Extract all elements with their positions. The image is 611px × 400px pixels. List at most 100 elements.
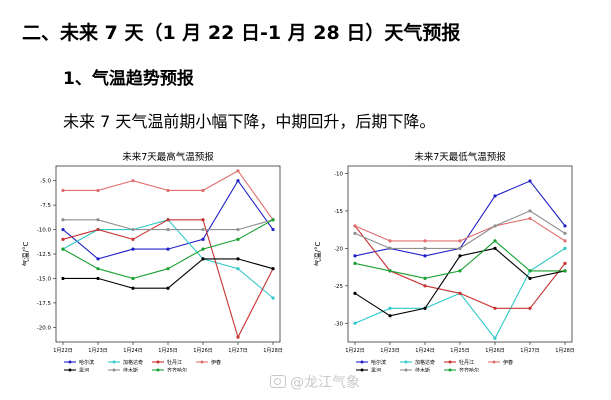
- data-point: [563, 261, 567, 265]
- data-point: [201, 257, 205, 261]
- series-3: [353, 216, 567, 243]
- data-point: [458, 239, 462, 243]
- data-point: [353, 254, 357, 258]
- x-tick-label: 1月24日: [415, 348, 435, 354]
- data-point: [131, 237, 135, 241]
- legend-label: 加格达奇: [123, 359, 143, 366]
- series-line: [63, 258, 274, 289]
- data-point: [96, 227, 100, 232]
- legend-marker: [360, 360, 364, 364]
- data-point: [528, 269, 532, 273]
- y-tick-label: -10.0: [37, 228, 52, 234]
- camera-icon: [270, 375, 286, 388]
- data-point: [236, 257, 240, 261]
- data-point: [96, 218, 100, 222]
- summary-paragraph: 未来 7 天气温前期小幅下降，中期回升，后期下降。: [63, 112, 436, 131]
- legend-marker: [68, 368, 72, 372]
- data-point: [96, 267, 100, 271]
- y-tick-label: -17.5: [37, 301, 52, 307]
- y-tick-label: -10: [334, 171, 343, 177]
- data-point: [493, 246, 497, 250]
- data-point: [96, 276, 100, 281]
- legend-marker: [112, 360, 116, 364]
- legend-marker: [200, 360, 204, 364]
- y-axis-label: 气温/°C: [313, 242, 322, 267]
- series-line: [354, 217, 566, 242]
- x-tick-label: 1月22日: [345, 348, 365, 354]
- data-point: [61, 276, 65, 281]
- x-tick-label: 1月28日: [555, 348, 575, 354]
- data-point: [528, 276, 532, 280]
- data-point: [271, 227, 275, 232]
- series-2: [353, 224, 567, 310]
- data-point: [493, 336, 497, 340]
- data-point: [493, 239, 497, 243]
- series-line: [62, 219, 274, 299]
- data-point: [563, 239, 567, 243]
- x-tick-label: 1月27日: [228, 348, 248, 354]
- data-point: [388, 314, 392, 318]
- legend-label: 牡丹江: [167, 359, 182, 366]
- y-tick-label: -20: [334, 246, 343, 252]
- data-point: [236, 169, 240, 173]
- section-heading: 二、未来 7 天（1 月 22 日-1 月 28 日）天气预报: [22, 22, 461, 44]
- series-2: [61, 218, 275, 339]
- legend-label: 伊春: [503, 359, 513, 366]
- data-point: [423, 306, 427, 310]
- series-line: [354, 180, 566, 257]
- data-point: [563, 269, 567, 273]
- data-point: [166, 247, 170, 251]
- data-point: [201, 188, 205, 193]
- legend-label: 哈尔滨: [79, 359, 94, 366]
- data-point: [388, 269, 392, 273]
- series-3: [61, 169, 275, 222]
- data-point: [131, 247, 135, 251]
- data-point: [131, 179, 135, 183]
- data-point: [458, 269, 462, 273]
- data-point: [423, 246, 427, 250]
- data-point: [423, 284, 427, 288]
- legend-marker: [448, 368, 452, 372]
- min-temp-chart: 未来7天最低气温预报 -10 -15 -20 -25 -30 气温/°C 1月22日 1月23日…: [313, 151, 575, 372]
- data-point: [528, 216, 532, 221]
- data-point: [236, 179, 240, 183]
- data-point: [166, 218, 170, 222]
- legend-marker: [156, 360, 160, 364]
- data-point: [563, 246, 567, 250]
- series-line: [354, 247, 566, 317]
- series-5: [61, 218, 275, 232]
- data-point: [458, 254, 462, 258]
- x-tick-label: 1月25日: [450, 348, 470, 354]
- data-point: [528, 306, 532, 310]
- legend-label: 加格达奇: [415, 359, 435, 366]
- chart-title: 未来7天最低气温预报: [414, 151, 506, 163]
- watermark: @龙江气象: [270, 372, 360, 392]
- data-point: [131, 286, 135, 290]
- data-point: [458, 291, 462, 295]
- legend-marker: [404, 360, 408, 364]
- y-tick-label: -30: [334, 321, 343, 327]
- max-temp-chart: 未来7天最高气温预报 -5.0 -7.5 -10.0 -12.5 -15.0 -17.5 -2…: [21, 151, 283, 372]
- data-point: [96, 257, 100, 261]
- data-point: [353, 261, 357, 265]
- series-4: [353, 246, 567, 318]
- y-tick-label: -20.0: [37, 325, 52, 331]
- series-6: [353, 239, 567, 280]
- y-axis-label: 气温/°C: [21, 242, 30, 267]
- y-tick-label: -7.5: [40, 203, 51, 209]
- data-point: [563, 224, 567, 228]
- legend-label: 佳木斯: [415, 367, 430, 372]
- series-4: [61, 257, 275, 290]
- x-tick-label: 1月28日: [263, 348, 283, 354]
- data-point: [353, 231, 357, 236]
- legend-marker: [448, 360, 452, 364]
- y-tick-label: -5.0: [40, 179, 51, 185]
- series-5: [353, 209, 567, 250]
- x-tick-label: 1月23日: [88, 348, 108, 354]
- data-point: [353, 224, 357, 228]
- legend-label: 齐齐哈尔: [167, 367, 187, 372]
- legend-label: 哈尔滨: [371, 359, 386, 366]
- legend-label: 黑河: [371, 367, 381, 372]
- series-line: [354, 210, 566, 249]
- data-point: [388, 246, 392, 250]
